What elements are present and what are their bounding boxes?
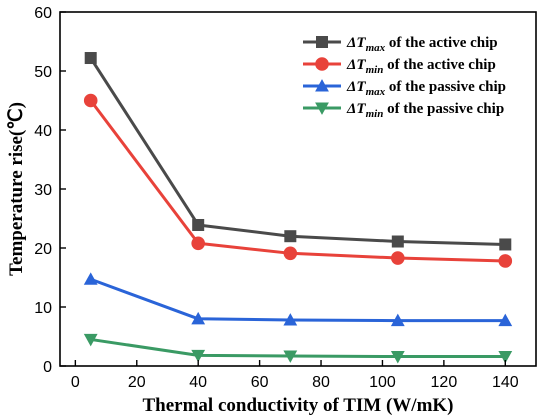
y-tick-label: 10: [34, 300, 52, 317]
legend-label: ΔTmax of the passive chip: [346, 79, 506, 98]
data-point: [283, 313, 298, 326]
data-point: [498, 313, 513, 327]
data-point: [283, 350, 298, 363]
data-point: [391, 251, 405, 265]
legend-marker: [315, 102, 329, 115]
y-tick-label: 50: [34, 64, 52, 81]
y-tick-label: 30: [34, 182, 52, 199]
x-tick-label: 80: [312, 374, 330, 391]
data-point: [390, 313, 405, 327]
x-tick-label: 120: [431, 374, 458, 391]
y-tick-label: 40: [34, 123, 52, 140]
y-tick-label: 20: [34, 241, 52, 258]
x-tick-label: 100: [369, 374, 396, 391]
series-layer: [83, 52, 513, 364]
series-4: [83, 333, 513, 364]
x-tick-label: 20: [128, 374, 146, 391]
y-tick-label: 60: [34, 5, 52, 22]
legend-entry: ΔTmin of the active chip: [303, 57, 496, 76]
data-point: [499, 238, 512, 251]
x-tick-label: 140: [492, 374, 519, 391]
axis-ticks: 0 20 40 60 80 100 120 140 0 10 20 30 40 50 60: [34, 5, 519, 391]
legend-label: ΔTmin of the active chip: [346, 57, 496, 76]
legend-marker: [315, 57, 329, 71]
data-point: [391, 235, 404, 248]
series-line: [90, 337, 506, 359]
series-3: [83, 272, 513, 327]
data-point: [390, 351, 405, 364]
x-tick-label: 60: [251, 374, 269, 391]
data-point: [498, 351, 513, 364]
data-point: [83, 333, 98, 347]
series-1: [84, 52, 512, 251]
x-tick-label: 0: [71, 374, 80, 391]
y-tick-label: 0: [43, 359, 52, 376]
x-axis-title: Thermal conductivity of TIM (W/mK): [142, 395, 453, 416]
legend-entry: ΔTmax of the passive chip: [303, 79, 506, 98]
data-point: [284, 230, 297, 243]
legend-marker: [315, 79, 329, 92]
legend-label: ΔTmax of the active chip: [346, 35, 498, 54]
data-point: [192, 218, 205, 231]
x-tick-label: 40: [189, 374, 207, 391]
data-point: [83, 93, 98, 108]
legend-label: ΔTmin of the passive chip: [346, 101, 504, 120]
legend-entry: ΔTmin of the passive chip: [303, 101, 504, 120]
data-point: [283, 246, 298, 261]
data-point: [191, 349, 206, 363]
data-point: [498, 254, 513, 268]
y-axis-title: Temperature rise(℃): [6, 102, 27, 276]
data-point: [191, 311, 206, 325]
legend-marker: [316, 36, 328, 48]
legend-entry: ΔTmax of the active chip: [303, 35, 498, 54]
data-point: [84, 52, 97, 65]
legend: ΔTmax of the active chip ΔTmin of the act…: [303, 35, 506, 120]
series-line: [90, 277, 506, 323]
data-point: [83, 272, 98, 285]
data-point: [191, 236, 205, 251]
series-2: [83, 93, 513, 268]
